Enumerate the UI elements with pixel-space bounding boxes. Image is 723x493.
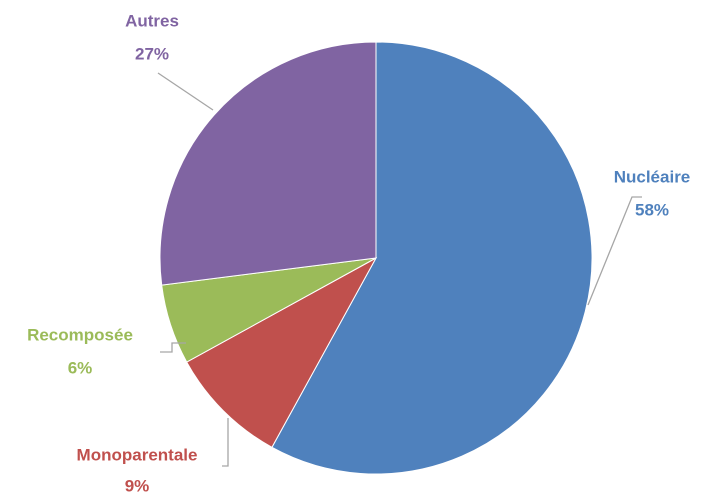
slice-value-label: 6% <box>68 358 93 377</box>
slice-value-label: 27% <box>135 44 169 63</box>
slice-value-label: 58% <box>635 200 669 219</box>
slice-label: Recomposée <box>27 325 133 344</box>
leader-line <box>587 196 642 306</box>
slice-label: Autres <box>125 11 179 30</box>
leader-line <box>222 418 229 467</box>
slice-label: Nucléaire <box>614 167 691 186</box>
pie-slice <box>186 256 378 448</box>
leader-line <box>160 342 186 353</box>
slice-value-label: 9% <box>125 476 150 493</box>
slice-label: Monoparentale <box>77 445 198 464</box>
leader-line <box>157 72 214 111</box>
pie-slice <box>159 41 377 286</box>
pie-slice <box>271 41 593 475</box>
